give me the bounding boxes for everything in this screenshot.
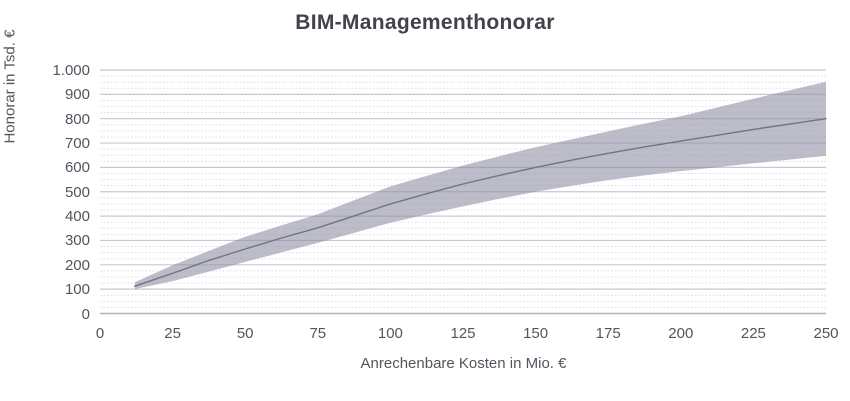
x-tick-label: 0 bbox=[95, 325, 105, 342]
x-tick-label: 50 bbox=[236, 325, 254, 342]
y-tick-label: 200 bbox=[64, 256, 90, 274]
y-tick-label: 600 bbox=[64, 159, 90, 177]
x-tick-label: 225 bbox=[740, 325, 766, 342]
y-tick-label: 300 bbox=[64, 232, 90, 250]
x-tick-label: 75 bbox=[309, 325, 327, 342]
y-tick-label: 700 bbox=[64, 135, 90, 153]
y-tick-label: 1.000 bbox=[52, 62, 90, 79]
y-tick-label: 400 bbox=[64, 208, 90, 226]
x-tick-label: 25 bbox=[164, 325, 181, 342]
honorar-mid-line bbox=[134, 118, 827, 287]
x-tick-label: 250 bbox=[813, 325, 839, 342]
x-tick-label: 150 bbox=[523, 325, 549, 342]
y-tick-label: 500 bbox=[64, 183, 90, 201]
y-tick-label: 0 bbox=[81, 305, 90, 323]
x-axis-title: Anrechenbare Kosten in Mio. € bbox=[360, 355, 567, 372]
y-tick-label: 800 bbox=[64, 110, 90, 128]
x-tick-label: 200 bbox=[668, 325, 694, 342]
x-tick-label: 100 bbox=[377, 325, 403, 342]
y-tick-label: 100 bbox=[64, 281, 90, 299]
honorar-band bbox=[134, 81, 827, 290]
x-tick-label: 175 bbox=[595, 325, 621, 342]
x-tick-label: 125 bbox=[450, 325, 476, 342]
y-tick-label: 900 bbox=[64, 86, 90, 104]
chart-title: BIM-Managementhonorar bbox=[295, 11, 555, 34]
